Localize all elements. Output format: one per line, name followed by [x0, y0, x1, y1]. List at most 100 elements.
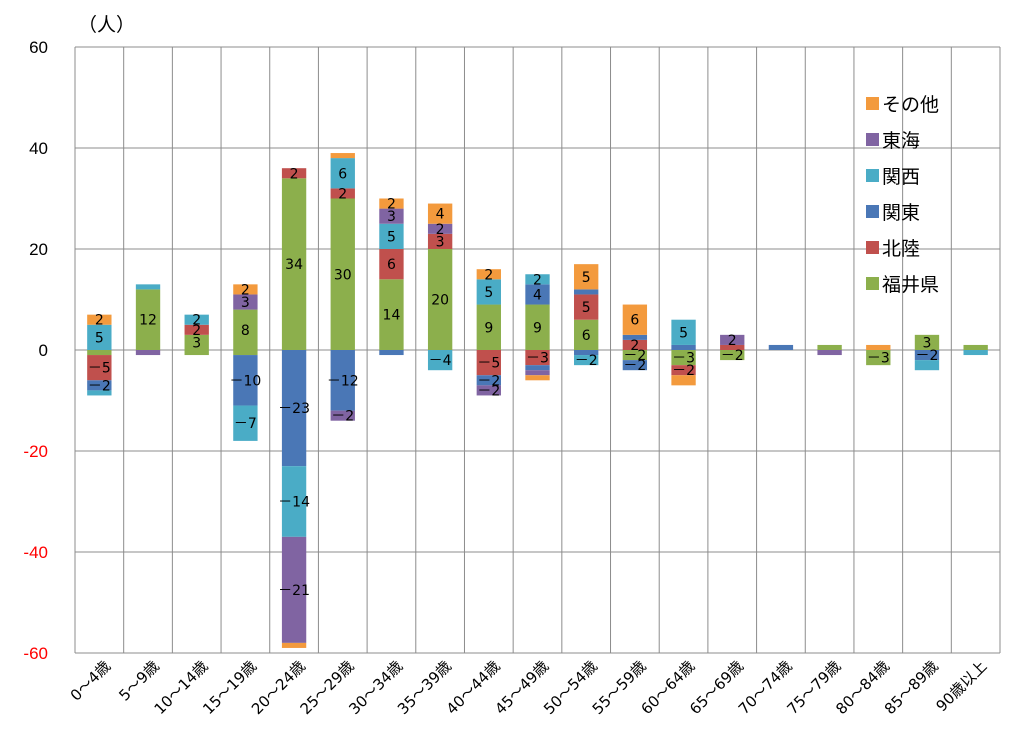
y-axis-unit-label: （人） [78, 14, 135, 36]
data-label: 6 [387, 257, 396, 273]
legend-swatch [866, 169, 879, 182]
bar-segment [87, 324, 112, 350]
data-label: 30 [334, 267, 352, 283]
bar-segment [914, 350, 940, 361]
y-tick-label: 40 [29, 139, 48, 158]
bar-segment [330, 188, 355, 199]
bar-segment [525, 375, 550, 381]
gridlines [74, 46, 1001, 654]
data-label: －14 [278, 495, 310, 511]
data-label: 12 [139, 313, 157, 329]
bar-segment [525, 350, 550, 366]
bar-segment [671, 344, 696, 350]
data-label: 5 [679, 325, 688, 341]
x-category-label: 85～89歳 [881, 657, 942, 718]
bar-segment [233, 350, 258, 356]
bar-segment [135, 289, 161, 350]
bar-segment [379, 249, 404, 280]
bar-segment [330, 158, 355, 189]
data-label: 6 [582, 328, 591, 344]
bar-segment [281, 536, 307, 643]
bar-segment [671, 375, 696, 386]
bar-segment [87, 350, 112, 356]
data-label: 2 [436, 222, 445, 238]
bar-segment [914, 334, 940, 350]
x-category-label: 5～9歳 [115, 657, 162, 704]
data-label: 3 [436, 234, 445, 250]
bar-segment [574, 289, 599, 295]
data-label: －2 [331, 409, 354, 425]
bar-segment [281, 178, 307, 350]
bar-segment [427, 249, 453, 350]
bar-segment [281, 642, 307, 648]
data-label: －2 [477, 383, 500, 399]
bar-segment [427, 233, 453, 249]
bar-segment [963, 350, 988, 356]
bar-segment [233, 405, 258, 441]
bar-segment [671, 350, 696, 366]
bar-segment [281, 466, 307, 537]
data-label: －2 [575, 353, 598, 369]
data-label: 3 [923, 335, 932, 351]
legend-swatch [866, 205, 879, 218]
data-label: 2 [192, 313, 201, 329]
data-label: 2 [533, 272, 542, 288]
bar-segment [233, 309, 258, 350]
data-label: 6 [630, 313, 639, 329]
bar-segment [427, 223, 453, 234]
data-label: 2 [241, 282, 250, 298]
data-label: －23 [278, 401, 310, 417]
bar-segment [817, 344, 842, 350]
y-axis-ticks: 60 40 20 0 -20 -40 -60 [23, 38, 48, 663]
data-label: －5 [88, 361, 111, 377]
bar-segment [817, 350, 842, 356]
bar-segment [768, 344, 794, 350]
bar-segment [963, 344, 988, 350]
data-label: 5 [582, 300, 591, 316]
data-label: 2 [630, 338, 639, 354]
data-label: 2 [484, 267, 493, 283]
bar-segment [233, 284, 258, 295]
data-label: 9 [484, 320, 493, 336]
bar-segment [281, 168, 307, 179]
data-label: －2 [623, 358, 646, 374]
bar-segment [184, 334, 209, 350]
bar-segment [330, 410, 355, 421]
bar-segment [330, 350, 355, 411]
data-label: 8 [241, 323, 250, 339]
data-label: 2 [290, 166, 299, 182]
y-tick-label: 60 [29, 38, 48, 57]
bar-segment [720, 334, 745, 345]
bar-segment [476, 304, 501, 350]
bar-segment [184, 314, 209, 325]
data-label: 34 [285, 257, 303, 273]
data-label: 20 [431, 293, 449, 309]
bar-segments [87, 153, 988, 648]
y-tick-label: -20 [23, 442, 48, 461]
bar-segment [87, 355, 112, 381]
bar-segment [427, 203, 453, 224]
bar-segment [427, 350, 453, 371]
bar-segment [476, 279, 501, 305]
bar-segment [622, 334, 648, 340]
legend-label: 北陸 [882, 238, 920, 260]
data-label: －10 [229, 373, 261, 389]
data-label: －3 [526, 351, 549, 367]
data-label: 3 [192, 335, 201, 351]
data-label: 2 [95, 313, 104, 329]
bar-segment [720, 344, 745, 350]
legend-label: その他 [882, 94, 939, 116]
bar-segment [622, 304, 648, 335]
bar-segment [525, 284, 550, 305]
bar-segment [574, 319, 599, 350]
bar-segment [574, 355, 599, 366]
y-tick-label: 20 [29, 240, 48, 259]
data-label: 14 [383, 308, 401, 324]
data-label: －3 [672, 351, 695, 367]
bar-segment [87, 390, 112, 396]
legend-swatch [866, 97, 879, 110]
x-category-label: 0～4歳 [67, 657, 114, 704]
data-label: 4 [436, 207, 445, 223]
